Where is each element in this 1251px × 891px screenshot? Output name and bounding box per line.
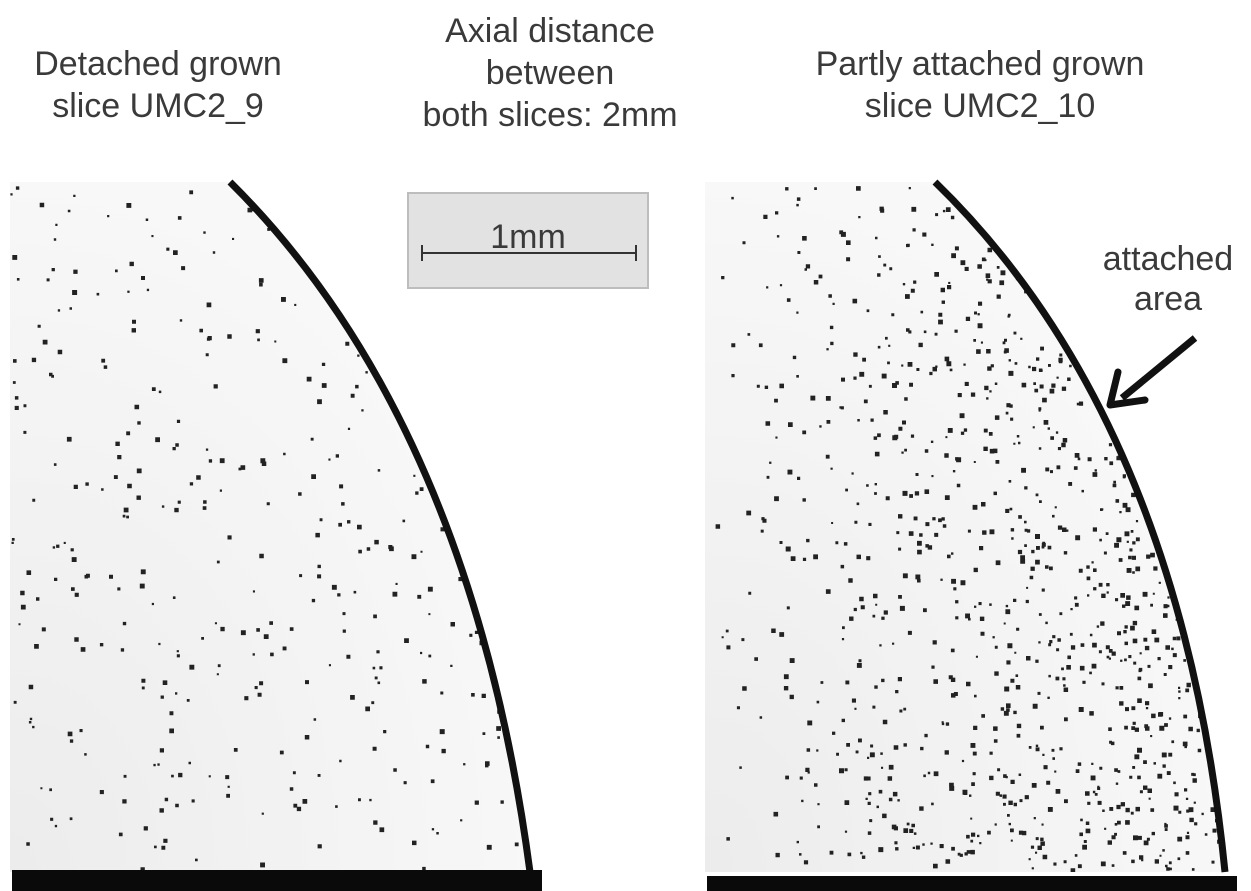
annotation-arrow bbox=[1110, 338, 1195, 405]
center-label: between bbox=[486, 54, 615, 92]
center-label: both slices: 2mm bbox=[422, 96, 677, 134]
arrow-shaft bbox=[1122, 338, 1195, 398]
slice-bottom bbox=[12, 870, 542, 891]
scale-bar: 1mm bbox=[408, 193, 648, 288]
left-label: slice UMC2_9 bbox=[52, 87, 264, 125]
right-label: Partly attached grown bbox=[816, 45, 1145, 83]
arrow-head bbox=[1110, 372, 1145, 405]
center-label: Axial distance bbox=[445, 12, 655, 50]
annotation-label: attached bbox=[1103, 240, 1233, 278]
annotation-label: area bbox=[1134, 280, 1202, 318]
left-label: Detached grown bbox=[34, 45, 282, 83]
right-label: slice UMC2_10 bbox=[865, 87, 1096, 125]
figure: 1mm Detached grown slice UMC2_9 Axial di… bbox=[0, 0, 1251, 891]
slice-bottom bbox=[707, 876, 1237, 891]
page: 1mm Detached grown slice UMC2_9 Axial di… bbox=[0, 0, 1251, 891]
scale-label: 1mm bbox=[490, 218, 566, 256]
